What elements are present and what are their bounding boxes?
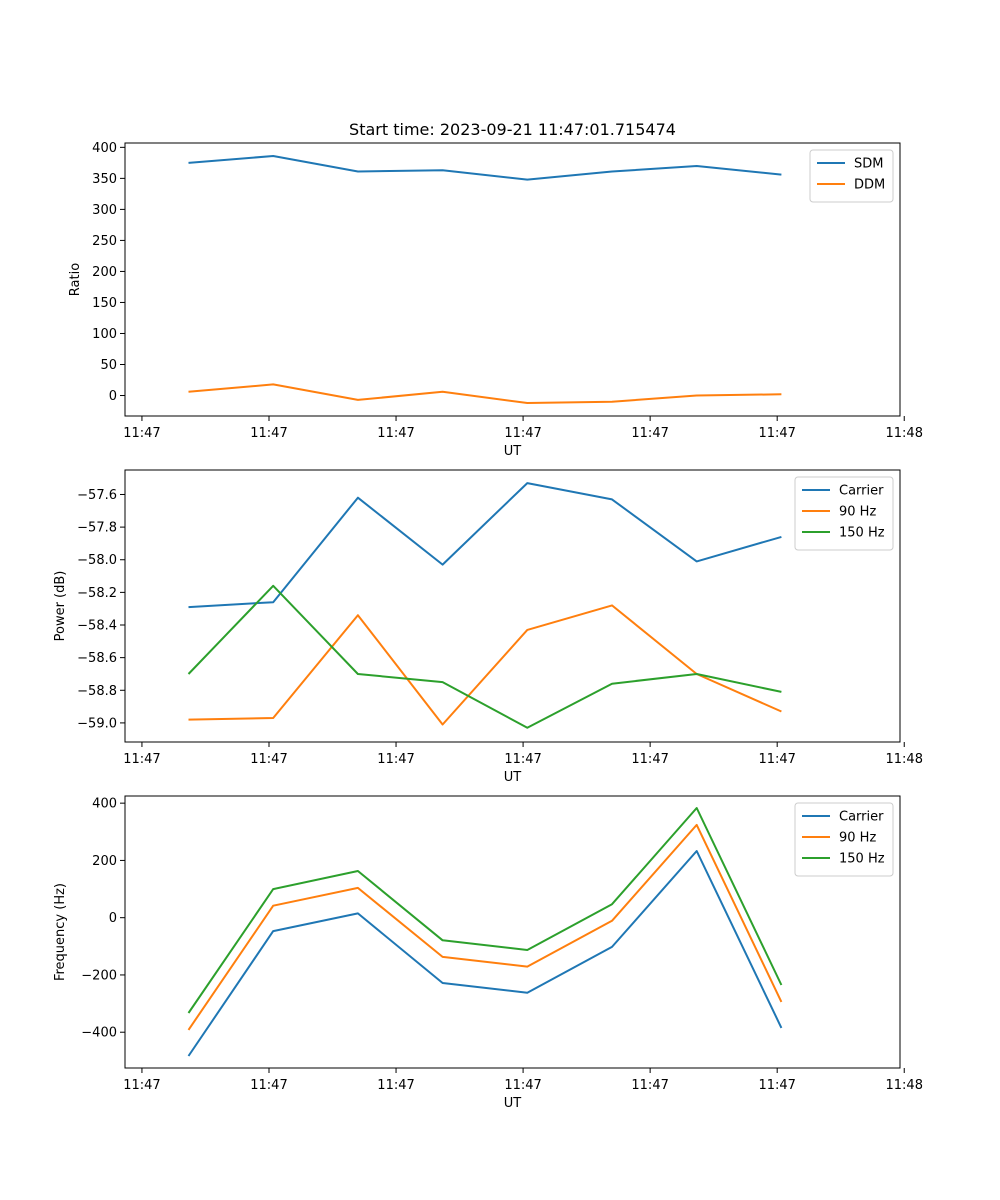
ratio-series-sdm-line bbox=[188, 155, 782, 181]
frequency-series-carrier-line bbox=[187, 850, 783, 1057]
legend-label: 90 Hz bbox=[839, 831, 876, 846]
power-series-carrier-line bbox=[188, 482, 782, 609]
x-tick-label: 11:48 bbox=[886, 1078, 923, 1093]
x-tick-label: 11:47 bbox=[250, 752, 287, 767]
x-tick-label: 11:47 bbox=[631, 426, 668, 441]
legend-label: DDM bbox=[854, 178, 885, 193]
x-tick-label: 11:47 bbox=[504, 1078, 541, 1093]
y-tick-label: 0 bbox=[109, 911, 117, 926]
x-tick-label: 11:48 bbox=[886, 752, 923, 767]
ratio-axes-frame bbox=[124, 142, 901, 417]
chart-title: Start time: 2023-09-21 11:47:01.715474 bbox=[349, 120, 676, 139]
x-axis-label: UT bbox=[504, 1096, 522, 1111]
x-tick-label: 11:47 bbox=[123, 1078, 160, 1093]
x-tick-label: 11:47 bbox=[504, 426, 541, 441]
y-tick-label: −59.0 bbox=[77, 716, 117, 731]
y-tick-label: 200 bbox=[92, 854, 117, 869]
x-tick-label: 11:47 bbox=[758, 1078, 795, 1093]
legend-label: 150 Hz bbox=[839, 526, 885, 541]
x-tick-label: 11:47 bbox=[504, 752, 541, 767]
x-tick-label: 11:48 bbox=[886, 426, 923, 441]
y-tick-label: −400 bbox=[81, 1026, 117, 1041]
x-tick-label: 11:47 bbox=[123, 426, 160, 441]
y-tick-label: −57.8 bbox=[77, 521, 117, 536]
y-tick-label: −200 bbox=[81, 968, 117, 983]
y-tick-label: 50 bbox=[100, 358, 117, 373]
x-tick-label: 11:47 bbox=[758, 426, 795, 441]
y-tick-label: −58.8 bbox=[77, 684, 117, 699]
x-tick-label: 11:47 bbox=[758, 752, 795, 767]
y-tick-label: 400 bbox=[92, 797, 117, 812]
power-series-150-hz-line bbox=[187, 584, 782, 729]
legend-label: 150 Hz bbox=[839, 852, 885, 867]
x-tick-label: 11:47 bbox=[377, 1078, 414, 1093]
y-tick-label: 400 bbox=[92, 141, 117, 156]
y-tick-label: −57.6 bbox=[77, 488, 117, 503]
y-tick-label: 250 bbox=[92, 234, 117, 249]
legend-label: Carrier bbox=[839, 484, 884, 499]
y-tick-label: −58.0 bbox=[77, 553, 117, 568]
x-axis-label: UT bbox=[504, 770, 522, 785]
frequency-axes-frame bbox=[124, 795, 901, 1069]
frequency-chart: 11:47 11:47 11:47 11:47 11:47 11:47 11:48 400 20… bbox=[53, 795, 923, 1111]
y-axis-label: Power (dB) bbox=[53, 571, 68, 642]
x-tick-label: 11:47 bbox=[250, 1078, 287, 1093]
power-legend: Carrier 90 Hz 150 Hz bbox=[794, 476, 894, 551]
frequency-legend: Carrier 90 Hz 150 Hz bbox=[794, 802, 894, 877]
x-tick-label: 11:47 bbox=[631, 752, 668, 767]
ratio-legend: SDM DDM bbox=[809, 149, 894, 203]
y-tick-label: 350 bbox=[92, 172, 117, 187]
y-axis-label: Frequency (Hz) bbox=[53, 883, 68, 981]
y-tick-label: 100 bbox=[92, 327, 117, 342]
x-tick-label: 11:47 bbox=[377, 752, 414, 767]
legend-label: SDM bbox=[854, 157, 883, 172]
y-tick-label: −58.6 bbox=[77, 651, 117, 666]
power-chart: 11:47 11:47 11:47 11:47 11:47 11:47 11:48 −57.6… bbox=[53, 469, 923, 785]
legend-label: Carrier bbox=[839, 810, 884, 825]
y-tick-label: −58.2 bbox=[77, 586, 117, 601]
y-tick-label: −58.4 bbox=[77, 619, 117, 634]
frequency-series-90-hz-line bbox=[187, 823, 783, 1031]
x-axis-label: UT bbox=[504, 444, 522, 459]
x-tick-label: 11:47 bbox=[250, 426, 287, 441]
x-tick-label: 11:47 bbox=[631, 1078, 668, 1093]
y-tick-label: 300 bbox=[92, 203, 117, 218]
y-tick-label: 0 bbox=[109, 389, 117, 404]
legend-label: 90 Hz bbox=[839, 505, 876, 520]
x-tick-label: 11:47 bbox=[377, 426, 414, 441]
ratio-series-ddm-line bbox=[188, 383, 782, 404]
x-tick-label: 11:47 bbox=[123, 752, 160, 767]
y-axis-label: Ratio bbox=[68, 263, 83, 296]
y-tick-label: 150 bbox=[92, 296, 117, 311]
power-series-90-hz-line bbox=[188, 604, 782, 726]
frequency-series-150-hz-line bbox=[187, 807, 783, 1014]
ratio-chart: Start time: 2023-09-21 11:47:01.715474 11… bbox=[68, 120, 923, 459]
power-axes-frame bbox=[124, 469, 901, 743]
y-tick-label: 200 bbox=[92, 265, 117, 280]
